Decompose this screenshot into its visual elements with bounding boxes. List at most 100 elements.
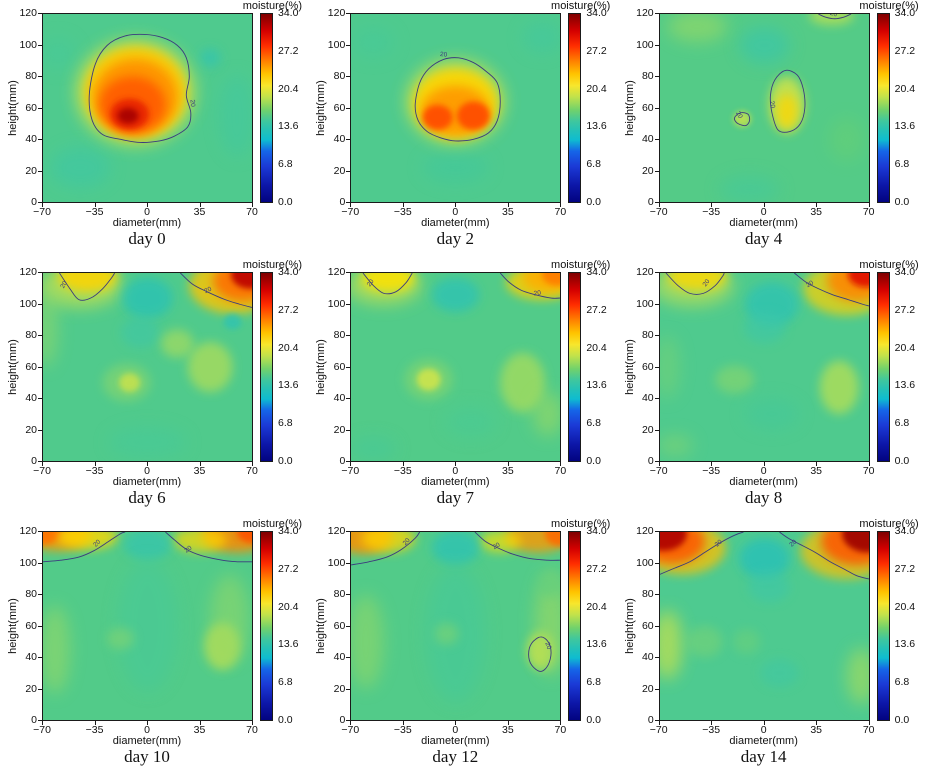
x-tick-mark — [402, 721, 404, 725]
x-tick-label: 0 — [452, 465, 459, 477]
x-tick-label: 0 — [452, 206, 459, 218]
colorbar-tick-label: 27.2 — [586, 562, 607, 575]
y-tick-label: 80 — [333, 588, 346, 600]
x-tick-mark — [199, 203, 201, 207]
y-tick-label: 20 — [333, 164, 346, 177]
moisture-blob — [117, 560, 178, 692]
y-tick-mark — [38, 44, 42, 46]
colorbar-tick-label: 0.0 — [278, 455, 293, 467]
y-tick-label: 40 — [25, 651, 37, 663]
contour-label: 20 — [805, 279, 815, 289]
y-tick-label: 40 — [641, 651, 654, 663]
y-tick-label: 120 — [19, 7, 37, 19]
x-tick-mark — [455, 462, 457, 466]
y-tick-mark — [346, 594, 351, 595]
colorbar-tick-label: 27.2 — [586, 303, 607, 316]
y-tick-label: 80 — [641, 329, 654, 341]
colorbar-tick-label: 13.6 — [278, 638, 299, 651]
colorbar — [876, 272, 890, 462]
x-tick-label: −35 — [393, 724, 412, 736]
y-tick-mark — [38, 625, 42, 627]
contour-label: 20 — [366, 278, 376, 288]
x-tick-label: 35 — [193, 724, 206, 736]
colorbar-tick-label: 20.4 — [894, 82, 916, 95]
heatmap-plot: 20 20 20 — [658, 13, 870, 203]
y-tick-label: 0 — [339, 714, 346, 726]
x-tick-mark — [868, 203, 870, 207]
moisture-blob — [847, 273, 869, 288]
colorbar-tick-label: 0.0 — [586, 455, 601, 467]
colorbar — [568, 531, 582, 721]
colorbar-tick-label: 0.0 — [278, 196, 293, 208]
colorbar-title: moisture(%) — [242, 518, 302, 530]
moisture-blob — [434, 622, 459, 645]
moisture-blob — [542, 273, 561, 286]
y-tick-mark — [38, 594, 42, 595]
y-tick-label: 20 — [333, 423, 346, 436]
y-tick-mark — [38, 76, 42, 77]
x-tick-label: 70 — [246, 206, 258, 218]
moisture-blob — [219, 75, 252, 157]
x-tick-label: 0 — [760, 465, 767, 477]
moisture-blob — [828, 117, 865, 162]
x-tick-mark — [711, 203, 713, 207]
subplot-day-6: height(mm) 20 20 moisture(%) diameter(mm)… — [0, 259, 308, 518]
y-tick-label: 80 — [25, 588, 37, 600]
y-tick-mark — [38, 107, 42, 109]
x-tick-label: −70 — [649, 206, 668, 218]
x-tick-mark — [350, 462, 352, 466]
y-tick-mark — [346, 657, 351, 658]
x-tick-mark — [94, 462, 96, 466]
colorbar-tick-label: 6.8 — [586, 676, 601, 689]
y-tick-mark — [38, 139, 42, 140]
y-tick-label: 40 — [25, 392, 37, 404]
colorbar-title: moisture(%) — [551, 259, 611, 271]
moisture-blob — [457, 101, 491, 130]
moisture-blob — [160, 329, 194, 358]
y-tick-mark — [346, 139, 351, 140]
colorbar-tick-label: 6.8 — [586, 417, 601, 430]
y-tick-mark — [38, 272, 42, 273]
heatmap-plot: 20 20 20 — [350, 531, 562, 721]
x-tick-label: 0 — [760, 724, 767, 736]
subplot-day-4: height(mm) 20 20 20 moisture(%) diameter(m… — [617, 0, 925, 259]
y-tick-mark — [346, 366, 351, 368]
y-tick-label: 80 — [641, 588, 654, 600]
y-tick-label: 100 — [327, 297, 346, 310]
contour-label: 20 — [713, 538, 723, 548]
x-tick-mark — [42, 721, 43, 725]
moisture-blob — [43, 532, 61, 545]
subplot-day-8: height(mm) 20 20 moisture(%) diameter(mm)… — [617, 259, 925, 518]
colorbar-tick-label: 27.2 — [278, 44, 299, 57]
y-tick-label: 60 — [333, 619, 346, 632]
moisture-blob — [659, 610, 683, 680]
contour-label: 20 — [92, 538, 102, 548]
y-tick-mark — [346, 107, 351, 109]
moisture-blob — [199, 48, 221, 68]
moisture-blob — [123, 532, 172, 561]
y-tick-label: 0 — [31, 196, 37, 208]
x-tick-label: 35 — [193, 465, 206, 477]
contour-label: 20 — [544, 641, 553, 651]
y-tick-label: 60 — [333, 101, 346, 114]
colorbar-tick-label: 20.4 — [586, 82, 607, 95]
y-tick-label: 60 — [333, 360, 346, 373]
colorbar-tick-label: 27.2 — [894, 303, 916, 316]
x-tick-mark — [658, 721, 660, 725]
colorbar-tick-label: 20.4 — [278, 341, 299, 354]
contour-line-20 — [665, 273, 725, 295]
y-tick-label: 60 — [25, 101, 37, 114]
y-tick-mark — [346, 562, 351, 564]
x-tick-mark — [147, 721, 148, 725]
x-tick-mark — [658, 203, 660, 207]
colorbar-tick-label: 13.6 — [586, 638, 607, 651]
contour-label: 20 — [183, 544, 193, 554]
contour-line-20 — [165, 532, 252, 563]
y-tick-mark — [654, 562, 659, 564]
y-tick-label: 20 — [25, 423, 37, 436]
x-tick-label: 35 — [501, 724, 514, 736]
contour-label: 20 — [402, 537, 412, 547]
